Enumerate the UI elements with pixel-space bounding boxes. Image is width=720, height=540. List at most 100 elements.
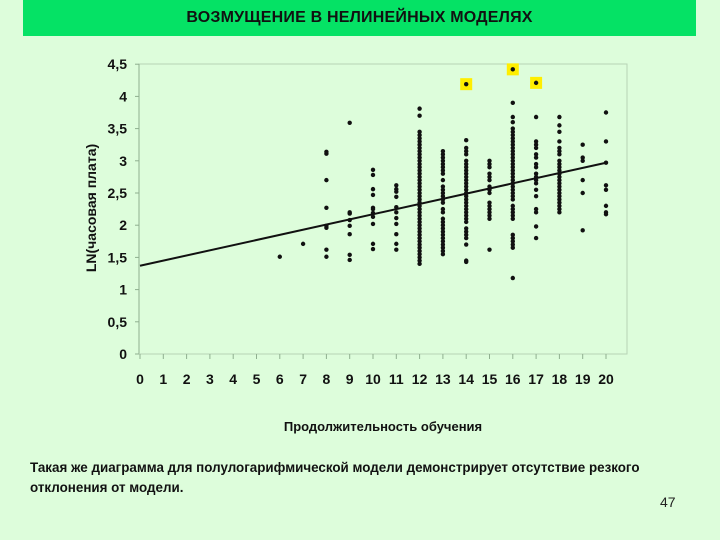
data-point — [440, 168, 446, 173]
data-point — [510, 194, 515, 199]
data-point — [464, 200, 469, 205]
data-point — [464, 197, 469, 202]
data-point — [510, 126, 515, 131]
data-point — [347, 223, 352, 229]
data-point — [417, 187, 422, 192]
x-tick-label: 9 — [346, 371, 354, 387]
data-point — [510, 136, 515, 141]
x-tick-label: 1 — [159, 371, 167, 387]
data-point — [533, 177, 539, 183]
data-point — [417, 174, 422, 180]
x-tick-label: 20 — [598, 371, 614, 387]
data-point — [510, 158, 515, 163]
data-point — [440, 155, 446, 160]
data-point — [464, 158, 469, 163]
data-point — [417, 226, 422, 231]
slide-title-bar: ВОЗМУЩЕНИЕ В НЕЛИНЕЙНЫХ МОДЕЛЯХ — [23, 0, 696, 36]
data-point — [370, 214, 376, 220]
data-point — [603, 187, 609, 192]
data-point — [440, 165, 446, 170]
x-tick-label: 10 — [365, 371, 381, 387]
data-point — [417, 136, 422, 141]
data-point — [510, 145, 515, 151]
data-point — [440, 223, 446, 228]
chart-axes — [135, 63, 628, 359]
x-tick-label: 14 — [458, 371, 474, 387]
data-point — [510, 132, 515, 138]
data-point — [417, 165, 422, 170]
x-tick-label: 16 — [505, 371, 521, 387]
data-point — [510, 165, 515, 170]
data-point — [533, 139, 539, 144]
data-point — [510, 142, 515, 147]
data-point — [417, 129, 422, 135]
data-point — [440, 190, 446, 196]
slide-title: ВОЗМУЩЕНИЕ В НЕЛИНЕЙНЫХ МОДЕЛЯХ — [186, 9, 533, 26]
data-point — [580, 228, 585, 233]
x-tick-label: 2 — [183, 371, 191, 387]
data-point — [394, 221, 399, 227]
x-tick-label: 11 — [389, 371, 404, 387]
data-point — [464, 194, 469, 199]
data-point — [417, 203, 422, 209]
data-point — [440, 177, 446, 183]
data-point — [533, 194, 539, 199]
data-point — [533, 165, 539, 170]
data-point — [487, 247, 492, 252]
data-point — [510, 213, 515, 218]
data-point — [487, 177, 492, 183]
data-point — [417, 200, 422, 205]
data-point — [510, 100, 515, 106]
x-tick-label: 12 — [412, 371, 428, 387]
data-point — [464, 181, 469, 186]
data-point — [464, 226, 469, 231]
highlighted-data-point — [464, 81, 469, 87]
highlighted-data-point — [510, 67, 515, 72]
data-point — [510, 119, 515, 125]
data-point — [533, 210, 539, 215]
data-point — [417, 216, 422, 221]
y-tick-label: 3 — [119, 153, 127, 169]
data-point — [417, 148, 422, 154]
data-point — [510, 239, 515, 244]
data-point — [580, 142, 585, 147]
data-point — [580, 190, 585, 196]
data-point — [533, 142, 539, 147]
data-point — [557, 184, 562, 189]
data-point — [510, 129, 515, 135]
data-point — [557, 177, 562, 183]
data-point — [533, 187, 539, 192]
data-point — [557, 206, 562, 212]
data-point — [417, 106, 422, 111]
data-point — [487, 200, 492, 205]
data-point — [557, 152, 562, 157]
data-point — [464, 190, 469, 196]
data-point — [533, 152, 539, 157]
data-point — [440, 158, 446, 163]
data-point — [464, 213, 469, 218]
data-point — [417, 142, 422, 147]
x-tick-label: 0 — [136, 371, 144, 387]
data-point — [487, 158, 492, 163]
scatter-chart: 00,511,522,533,544,50 1 2 3 4 5 6 7 8 9 10 11 12 13 14… — [83, 56, 628, 434]
data-point — [487, 171, 492, 176]
data-point — [464, 203, 469, 209]
x-tick-label: 8 — [323, 371, 331, 387]
y-tick-label: 0 — [119, 346, 127, 362]
data-point — [510, 177, 515, 183]
data-point — [464, 171, 469, 176]
data-point — [324, 205, 329, 211]
data-point — [417, 184, 422, 189]
data-point — [464, 232, 469, 238]
data-point — [417, 258, 422, 263]
data-point — [557, 148, 562, 154]
data-point — [557, 168, 562, 173]
data-point — [603, 160, 609, 165]
data-point — [510, 197, 515, 202]
data-point — [464, 210, 469, 215]
data-point — [533, 161, 539, 167]
highlighted-data-point — [533, 80, 539, 86]
data-point — [533, 181, 539, 186]
data-point — [370, 206, 376, 212]
data-point — [417, 210, 422, 215]
